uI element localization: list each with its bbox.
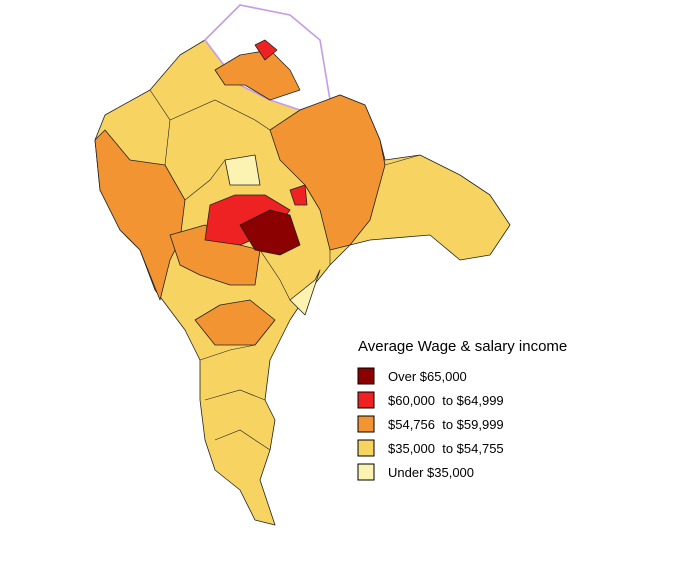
region (289, 184, 308, 206)
legend-swatch (357, 439, 375, 457)
legend-label: $54,756 to $59,999 (388, 417, 504, 432)
legend: Average Wage & salary income Over $65,00… (357, 338, 567, 481)
legend-label: $60,000 to $64,999 (388, 393, 504, 408)
legend-title: Average Wage & salary income (358, 338, 567, 355)
boundary (199, 319, 276, 361)
region (289, 269, 321, 316)
region (214, 49, 301, 101)
legend-label: $35,000 to $54,755 (388, 441, 504, 456)
boundary (259, 249, 291, 301)
legend-swatch (357, 367, 375, 385)
boundary (384, 154, 421, 166)
region (224, 154, 261, 186)
boundary (184, 159, 226, 201)
boundary (204, 389, 266, 401)
map (94, 4, 511, 526)
legend-swatch (357, 391, 375, 409)
legend-label: Under $35,000 (388, 465, 474, 480)
boundary (214, 429, 271, 451)
region (269, 94, 386, 251)
legend-swatch (357, 463, 375, 481)
region (254, 39, 278, 61)
legend-swatch (357, 415, 375, 433)
boundary (169, 99, 271, 131)
legend-label: Over $65,000 (388, 369, 467, 384)
region (239, 209, 301, 256)
